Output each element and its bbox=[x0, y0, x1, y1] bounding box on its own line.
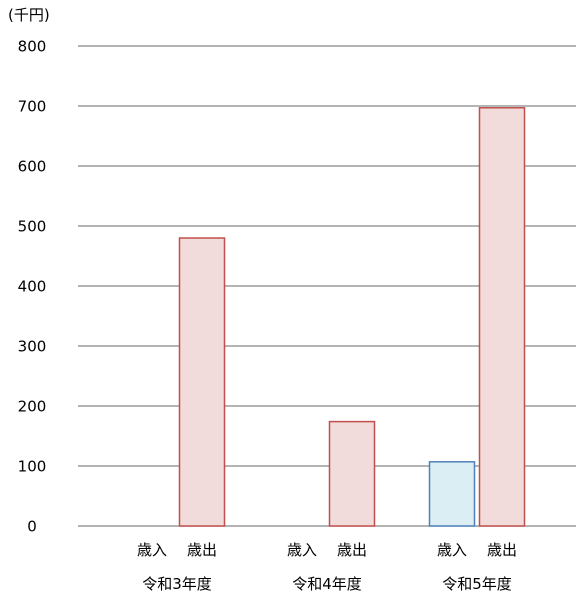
category-label: 歳入 bbox=[137, 541, 167, 559]
y-axis-unit-label: (千円) bbox=[8, 6, 50, 24]
y-tick-label: 300 bbox=[18, 338, 47, 356]
y-tick-label: 700 bbox=[18, 98, 47, 116]
bar bbox=[178, 237, 226, 527]
category-label: 歳出 bbox=[487, 541, 517, 559]
y-tick-label: 800 bbox=[18, 38, 47, 56]
y-tick-label: 100 bbox=[18, 458, 47, 476]
category-label: 歳出 bbox=[337, 541, 367, 559]
category-label: 歳出 bbox=[187, 541, 217, 559]
y-tick-label: 400 bbox=[18, 278, 47, 296]
y-tick-label: 500 bbox=[18, 218, 47, 236]
group-label: 令和4年度 bbox=[292, 575, 362, 593]
y-tick-label: 0 bbox=[27, 518, 37, 536]
group-label: 令和3年度 bbox=[142, 575, 212, 593]
category-label: 歳入 bbox=[287, 541, 317, 559]
bar bbox=[428, 461, 476, 527]
y-tick-label: 200 bbox=[18, 398, 47, 416]
group-label: 令和5年度 bbox=[442, 575, 512, 593]
bar bbox=[328, 420, 376, 527]
category-label: 歳入 bbox=[437, 541, 467, 559]
y-tick-label: 600 bbox=[18, 158, 47, 176]
bar bbox=[478, 107, 526, 527]
